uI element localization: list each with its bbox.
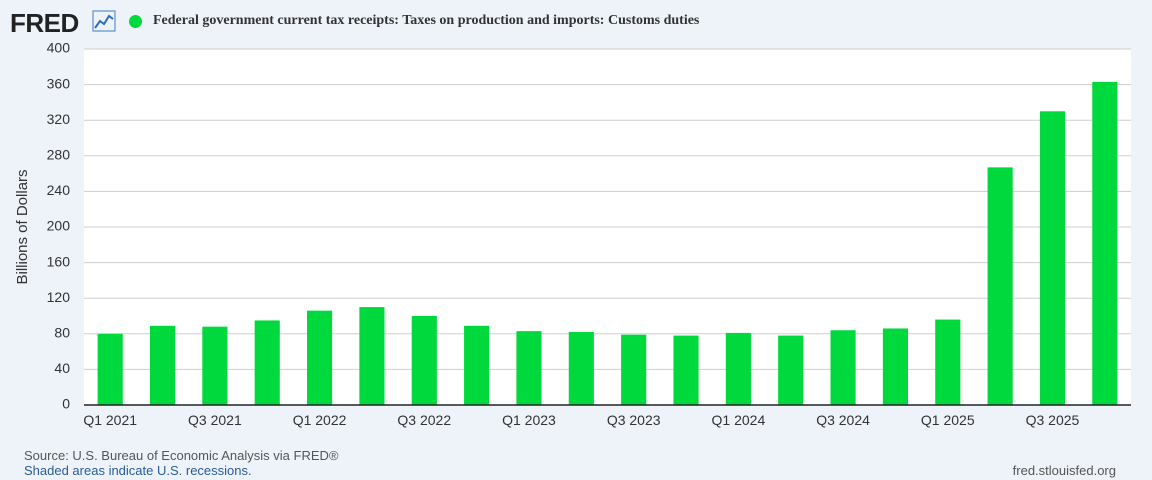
bar-q4-2023[interactable] [673, 335, 699, 405]
y-tick-label: 320 [47, 111, 71, 127]
x-tick-label: Q1 2023 [502, 412, 556, 428]
x-tick-label: Q1 2022 [293, 412, 347, 428]
bar-q3-2025[interactable] [1039, 111, 1066, 406]
bar-q4-2021[interactable] [254, 320, 280, 405]
bar-q2-2025[interactable] [987, 167, 1013, 405]
fred-logo[interactable]: FRED [10, 8, 79, 38]
x-tick-label: Q3 2023 [607, 412, 661, 428]
source-line: Source: U.S. Bureau of Economic Analysis… [24, 448, 339, 463]
x-tick-label: Q3 2025 [1026, 412, 1080, 428]
bars [97, 81, 1118, 406]
legend-marker [129, 15, 142, 28]
bar-q2-2022[interactable] [359, 307, 385, 405]
y-tick-label: 160 [47, 253, 71, 269]
bar-q1-2021[interactable] [97, 333, 123, 405]
bar-q1-2024[interactable] [725, 332, 751, 405]
series-title: Federal government current tax receipts:… [153, 13, 700, 28]
bar-q4-2022[interactable] [464, 325, 490, 405]
x-tick-label: Q1 2021 [83, 412, 137, 428]
y-tick-label: 400 [47, 40, 71, 56]
bar-q4-2024[interactable] [882, 328, 908, 405]
y-tick-label: 280 [47, 147, 71, 163]
bar-q3-2022[interactable] [411, 316, 437, 405]
recession-note-link[interactable]: Shaded areas indicate U.S. recessions. [24, 463, 252, 478]
bar-q2-2023[interactable] [568, 332, 594, 405]
x-tick-label: Q3 2022 [397, 412, 451, 428]
y-tick-label: 360 [47, 75, 71, 91]
bar-q2-2021[interactable] [149, 325, 176, 405]
fred-line-chart-icon [92, 10, 116, 32]
x-axis-ticks: Q1 2021 Q3 2021 Q1 2022 Q3 2022 Q1 2023 Q3 20… [83, 412, 1079, 428]
site-url[interactable]: fred.stlouisfed.org [1012, 463, 1116, 478]
bar-q3-2023[interactable] [621, 334, 647, 405]
bar-q1-2025[interactable] [935, 319, 961, 405]
y-tick-label: 80 [54, 325, 70, 341]
bar-q1-2023[interactable] [516, 331, 542, 405]
y-tick-label: 40 [54, 360, 70, 376]
y-axis-label: Billions of Dollars [14, 169, 31, 284]
y-tick-label: 200 [47, 218, 71, 234]
bar-q1-2022[interactable] [307, 310, 333, 405]
chart-header: FRED Federal government current tax rece… [8, 6, 1138, 38]
y-tick-label: 0 [62, 396, 70, 412]
bar-q4-2025[interactable] [1092, 81, 1118, 406]
bar-q3-2021[interactable] [202, 326, 228, 405]
x-tick-label: Q1 2024 [712, 412, 766, 428]
x-tick-label: Q3 2024 [816, 412, 870, 428]
y-axis-ticks: 0 40 80 120 160 200 240 280 320 360 400 [47, 40, 71, 412]
bar-q2-2024[interactable] [778, 335, 804, 405]
x-tick-label: Q1 2025 [921, 412, 975, 428]
y-tick-label: 240 [47, 182, 71, 198]
y-tick-label: 120 [47, 289, 71, 305]
x-tick-label: Q3 2021 [188, 412, 242, 428]
bar-q3-2024[interactable] [830, 330, 856, 405]
